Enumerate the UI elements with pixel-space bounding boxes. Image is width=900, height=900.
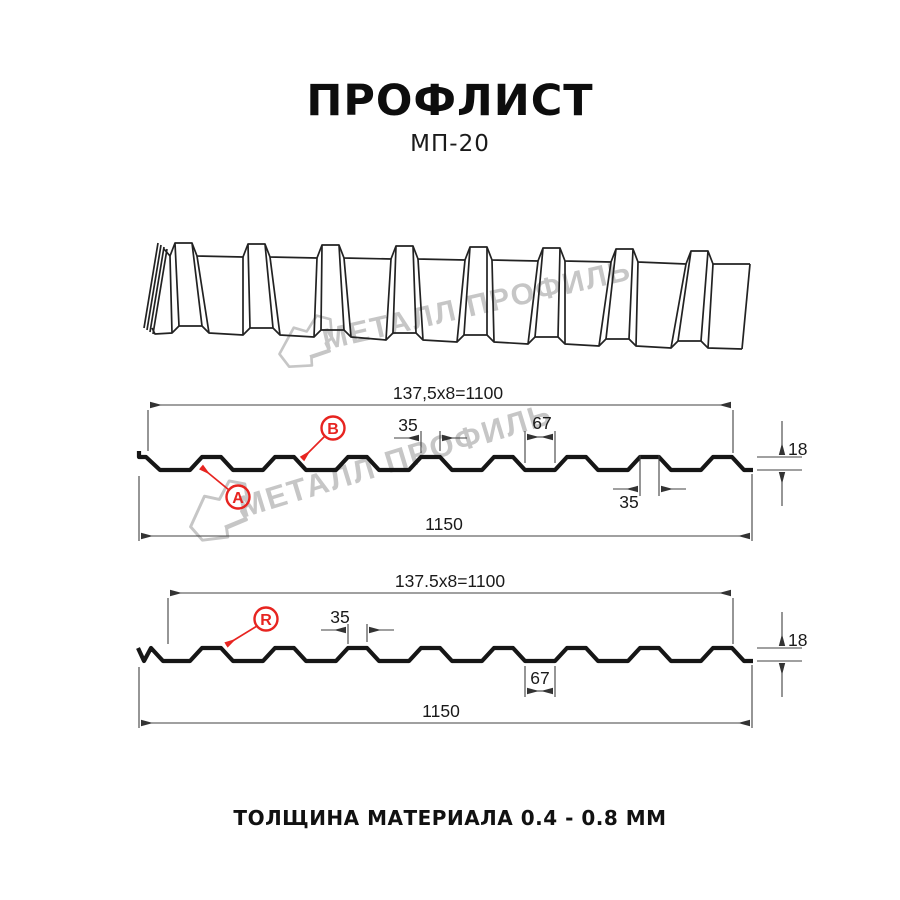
- profile-3d-drawing: [143, 242, 751, 350]
- dim-height: 18: [788, 630, 807, 650]
- dim-coverage-width: 137,5x8=1100: [393, 383, 503, 403]
- dim-overall-width: 1150: [422, 701, 460, 721]
- dim-rib-top: 35: [330, 607, 349, 627]
- dim-coverage-width: 137.5x8=1100: [395, 571, 505, 591]
- dim-rib-bottom: 35: [619, 492, 638, 512]
- metal-profil-logo-icon: [189, 479, 250, 542]
- side-a-marker: A: [199, 464, 251, 510]
- side-b-marker: B: [299, 415, 346, 462]
- profile-model: МП-20: [410, 131, 490, 157]
- brand-watermark: МЕТАЛЛ ПРОФИЛЬ: [265, 240, 637, 379]
- brand-watermark: МЕТАЛЛ ПРОФИЛЬ: [173, 381, 561, 555]
- side-b-label: B: [327, 421, 339, 438]
- profile-outline: [136, 451, 753, 473]
- material-thickness-note: ТОЛЩИНА МАТЕРИАЛА 0.4 - 0.8 ММ: [233, 806, 667, 830]
- metal-profil-logo-icon: [278, 314, 334, 369]
- cross-section-top: 137,5x8=1100 35 67 35 18: [136, 383, 807, 541]
- page-title: ПРОФЛИСТ: [306, 76, 594, 126]
- dim-rib-top: 35: [398, 415, 417, 435]
- side-a-label: A: [232, 490, 244, 507]
- profile-outline: [136, 645, 753, 664]
- cross-section-bottom: 137.5x8=1100 35 67 18 1150: [136, 571, 807, 728]
- dim-valley: 67: [532, 413, 551, 433]
- dim-height: 18: [788, 439, 807, 459]
- dim-valley: 67: [530, 668, 549, 688]
- dim-overall-width: 1150: [425, 514, 463, 534]
- side-r-marker: R: [224, 606, 279, 648]
- side-r-label: R: [260, 612, 272, 629]
